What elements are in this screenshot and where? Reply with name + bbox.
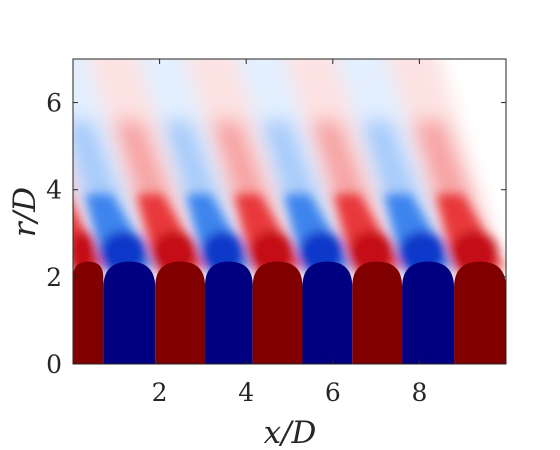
vortex-core (352, 261, 403, 364)
plot-frame (72, 58, 507, 365)
x-tick-label: 4 (238, 378, 254, 407)
vortex-core (252, 261, 303, 364)
x-tick-label: 2 (152, 378, 168, 407)
vortex-core (454, 261, 506, 364)
x-tick-label: 8 (411, 378, 427, 407)
vortex-core (302, 261, 353, 364)
x-tick-label: 6 (325, 378, 341, 407)
vortex-core (73, 261, 104, 364)
vortex-core (103, 261, 156, 364)
y-tick-label: 0 (46, 350, 62, 379)
y-axis-label: r/D (7, 187, 43, 237)
ticks-layer: 2 4 6 8 0 2 4 6 (46, 59, 506, 407)
y-tick-label: 6 (46, 89, 62, 118)
y-tick-label: 4 (46, 176, 62, 205)
inner-contours (73, 194, 505, 275)
vortex-core (402, 261, 455, 364)
y-tick-label: 2 (46, 263, 62, 292)
vortex-core (205, 261, 253, 364)
x-axis-label: x/D (264, 415, 317, 450)
field-layer (73, 59, 506, 364)
vortex-core (155, 261, 206, 364)
